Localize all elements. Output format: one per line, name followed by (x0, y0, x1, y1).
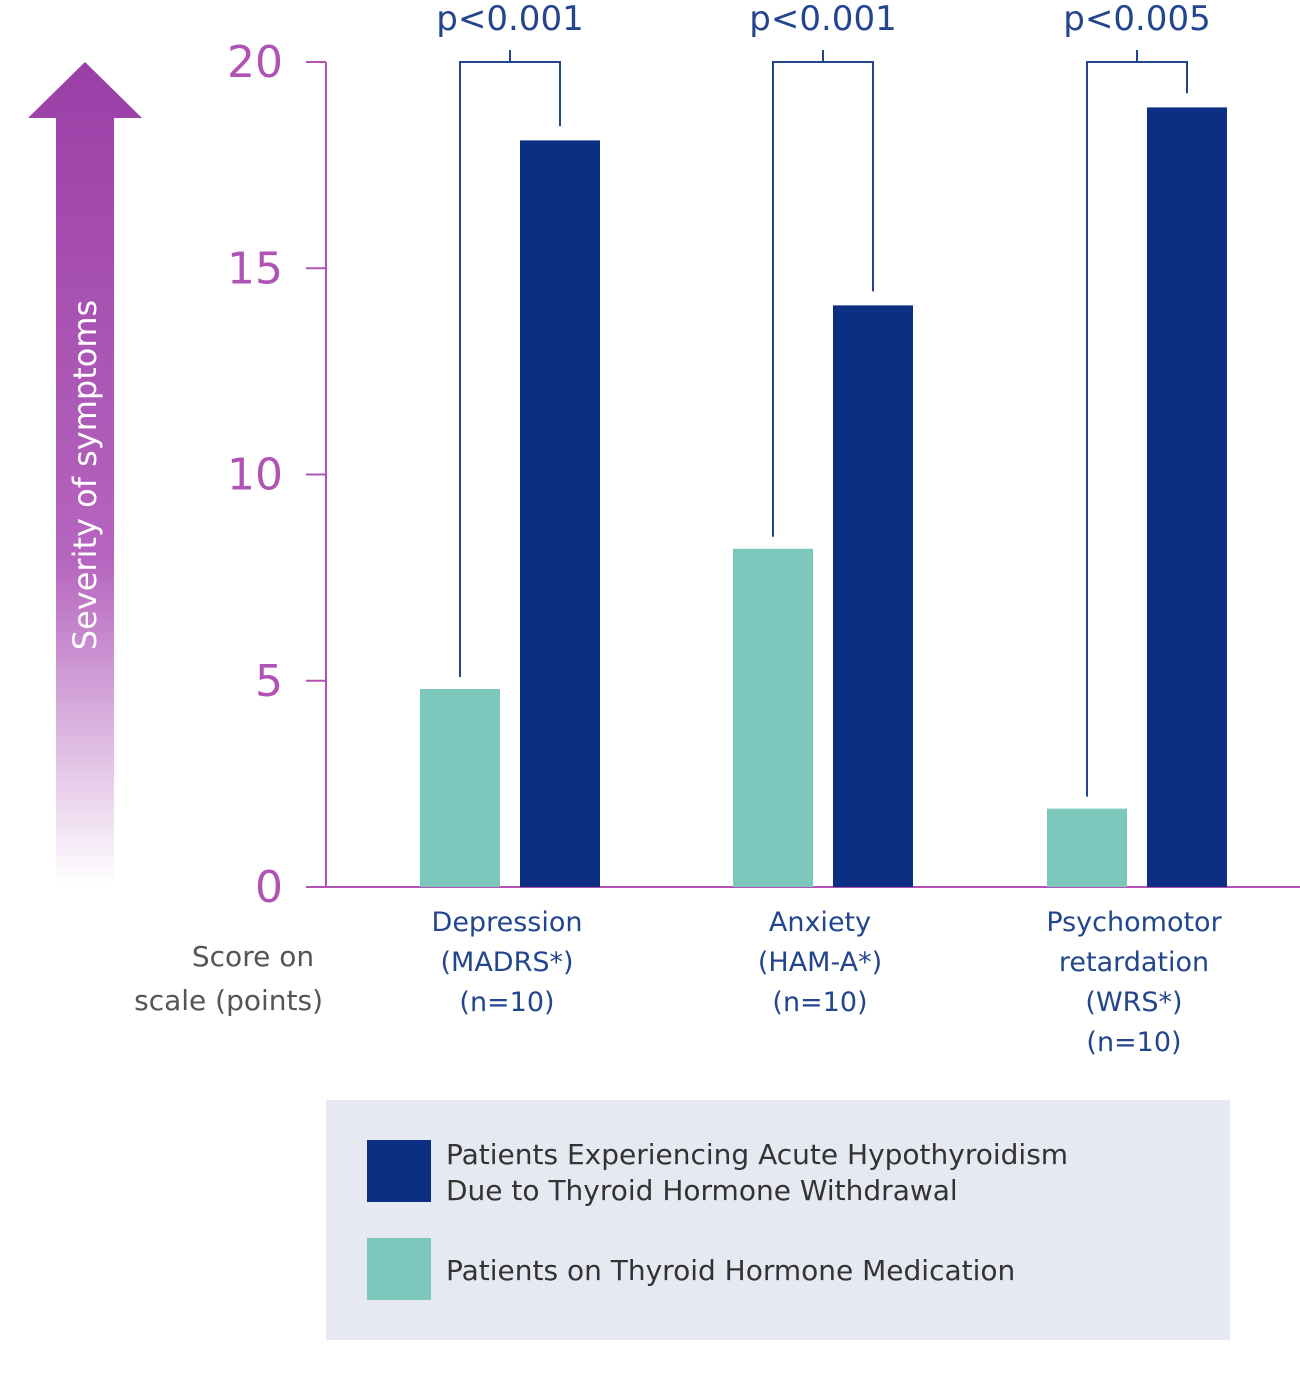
p-value-label: p<0.001 (749, 0, 896, 39)
legend-label-withdrawal-line-1: Patients Experiencing Acute Hypothyroidi… (446, 1138, 1068, 1171)
severity-arrow-shape (28, 62, 142, 885)
category-label: (HAM-A*) (758, 947, 882, 978)
bar-withdrawal (833, 305, 913, 887)
legend-label-medication: Patients on Thyroid Hormone Medication (446, 1254, 1015, 1287)
bar-medication (420, 689, 500, 887)
p-value-label: p<0.005 (1063, 0, 1210, 39)
bar-withdrawal (1147, 107, 1227, 887)
category-label: retardation (1059, 947, 1209, 978)
legend-label-withdrawal: Patients Experiencing Acute Hypothyroidi… (446, 1138, 1077, 1207)
category-label: (MADRS*) (440, 947, 573, 978)
y-tick-label: 20 (227, 37, 283, 88)
legend-background (326, 1100, 1230, 1340)
bar-medication (733, 548, 813, 887)
category-label: (n=10) (772, 987, 867, 1018)
legend-swatch-withdrawal (367, 1140, 431, 1202)
legend: Patients Experiencing Acute Hypothyroidi… (326, 1100, 1230, 1340)
y-tick-label: 0 (255, 862, 283, 913)
category-label: (WRS*) (1085, 987, 1182, 1018)
y-axis-label: Severity of symptoms (66, 300, 104, 650)
severity-arrow: Severity of symptoms (28, 62, 142, 885)
category-label: Psychomotor (1046, 907, 1222, 938)
plot-area: 0 5 10 15 20 p<0.001 Depression (MADRS*) (n=10) p… (227, 0, 1300, 1058)
category-label: Anxiety (769, 907, 871, 938)
y-tick-label: 5 (255, 656, 283, 707)
y-tick-label: 10 (227, 450, 283, 501)
axis-note: Score on scale (points) (134, 940, 323, 1017)
category-label: (n=10) (1086, 1027, 1181, 1058)
y-tick-label: 15 (227, 243, 283, 294)
axis-note-line-2: scale (points) (134, 984, 323, 1017)
bar-withdrawal (520, 140, 600, 887)
bar-medication (1047, 808, 1127, 887)
legend-label-withdrawal-line-2: Due to Thyroid Hormone Withdrawal (446, 1174, 958, 1207)
p-value-label: p<0.001 (436, 0, 583, 39)
axis-note-line-1: Score on (192, 940, 314, 973)
category-label: (n=10) (459, 987, 554, 1018)
category-label: Depression (432, 907, 583, 938)
legend-swatch-medication (367, 1238, 431, 1300)
